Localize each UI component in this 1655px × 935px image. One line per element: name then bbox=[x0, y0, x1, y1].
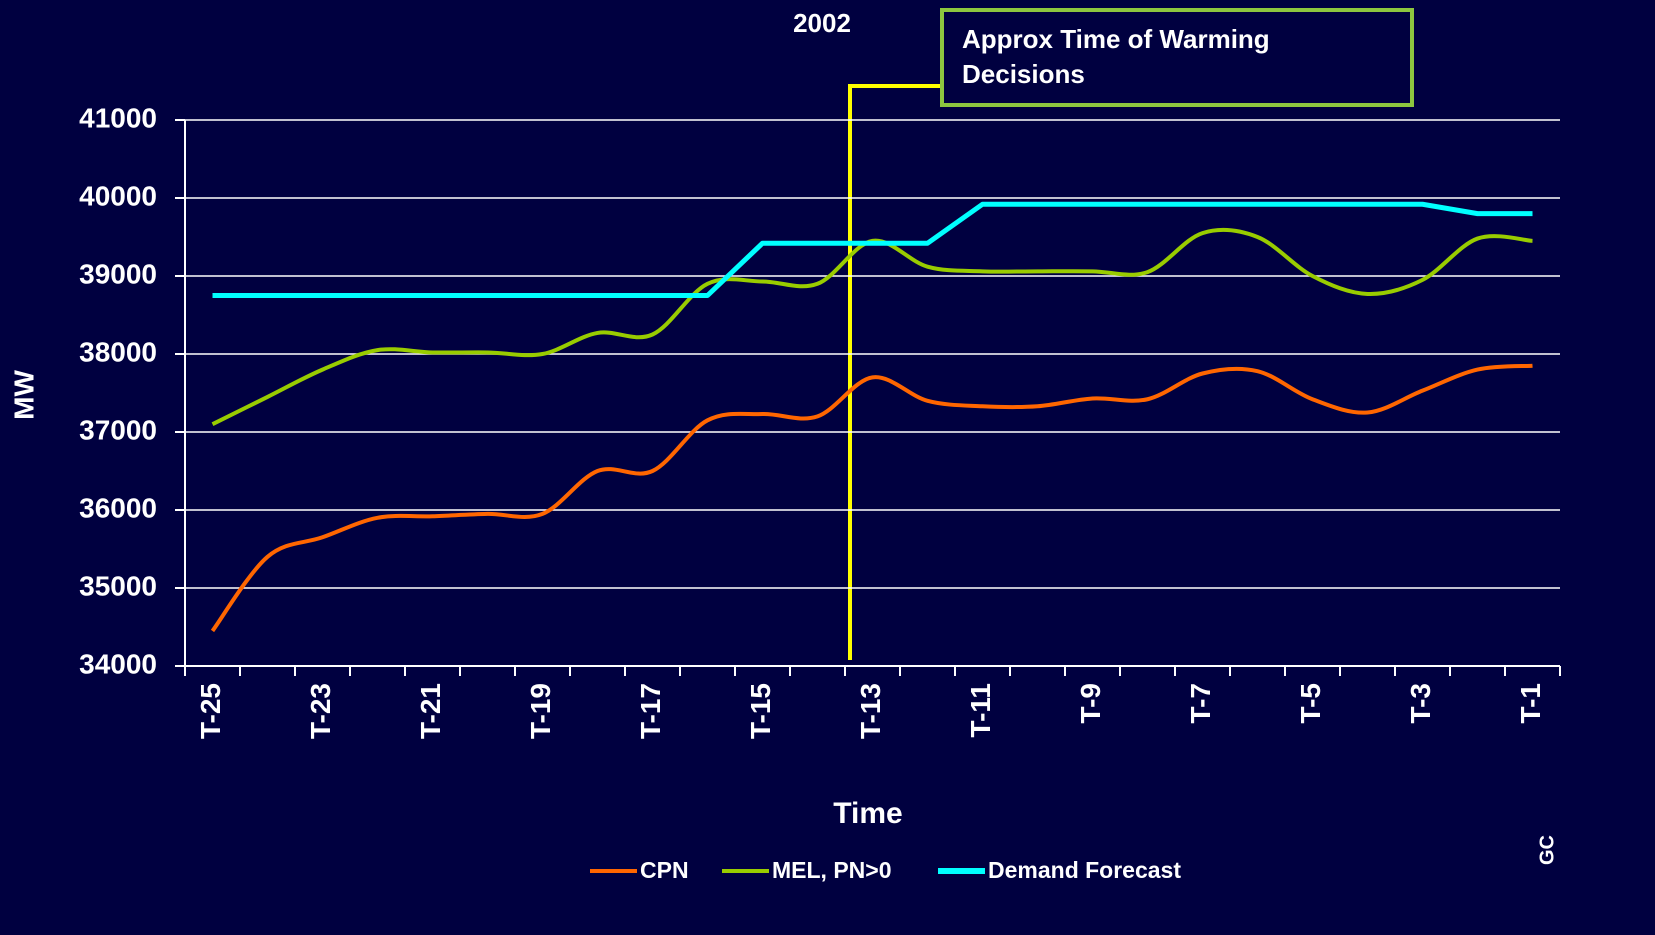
series-line bbox=[212, 201, 1533, 298]
x-tick-label: T-19 bbox=[525, 683, 556, 739]
x-tick-label: T-7 bbox=[1185, 683, 1216, 723]
y-tick-label: 35000 bbox=[79, 570, 157, 601]
x-tick-label: T-3 bbox=[1405, 683, 1436, 723]
x-axis-label: Time bbox=[833, 797, 902, 830]
x-tick-label: T-5 bbox=[1295, 683, 1326, 723]
footer: GC bbox=[1536, 835, 1558, 865]
legend-label: MEL, PN>0 bbox=[772, 857, 892, 883]
x-tick-label: T-13 bbox=[855, 683, 886, 739]
y-tick-label: 34000 bbox=[79, 648, 157, 679]
y-tick-label: 39000 bbox=[79, 258, 157, 289]
y-tick-label: 37000 bbox=[79, 414, 157, 445]
annotation-wrap: Approx Time of Warming Decisions bbox=[962, 24, 1270, 89]
x-tick-label: T-11 bbox=[965, 683, 996, 737]
y-axis-label: MW bbox=[8, 370, 39, 420]
x-tick-label: T-17 bbox=[635, 683, 666, 739]
x-tick-label: T-9 bbox=[1075, 683, 1106, 723]
x-tick-label: T-15 bbox=[745, 683, 776, 739]
x-tick-label: T-1 bbox=[1515, 683, 1546, 723]
legend-label: Demand Forecast bbox=[988, 857, 1181, 883]
y-tick-label: 40000 bbox=[79, 180, 157, 211]
x-tick-label: T-21 bbox=[415, 683, 446, 739]
chart-title: 2002 bbox=[793, 8, 851, 38]
annotation: Approx Time of Warming Decisions bbox=[962, 24, 1270, 89]
annotation-box bbox=[940, 8, 1414, 107]
y-tick-label: 36000 bbox=[79, 492, 157, 523]
y-tick-label: 38000 bbox=[79, 336, 157, 367]
decision-marker bbox=[848, 84, 942, 660]
y-tick-label: 41000 bbox=[79, 102, 157, 133]
legend-label: CPN bbox=[640, 857, 689, 883]
series-line bbox=[210, 363, 1533, 633]
x-tick-label: T-25 bbox=[195, 683, 226, 739]
x-tick-label: T-23 bbox=[305, 683, 336, 739]
